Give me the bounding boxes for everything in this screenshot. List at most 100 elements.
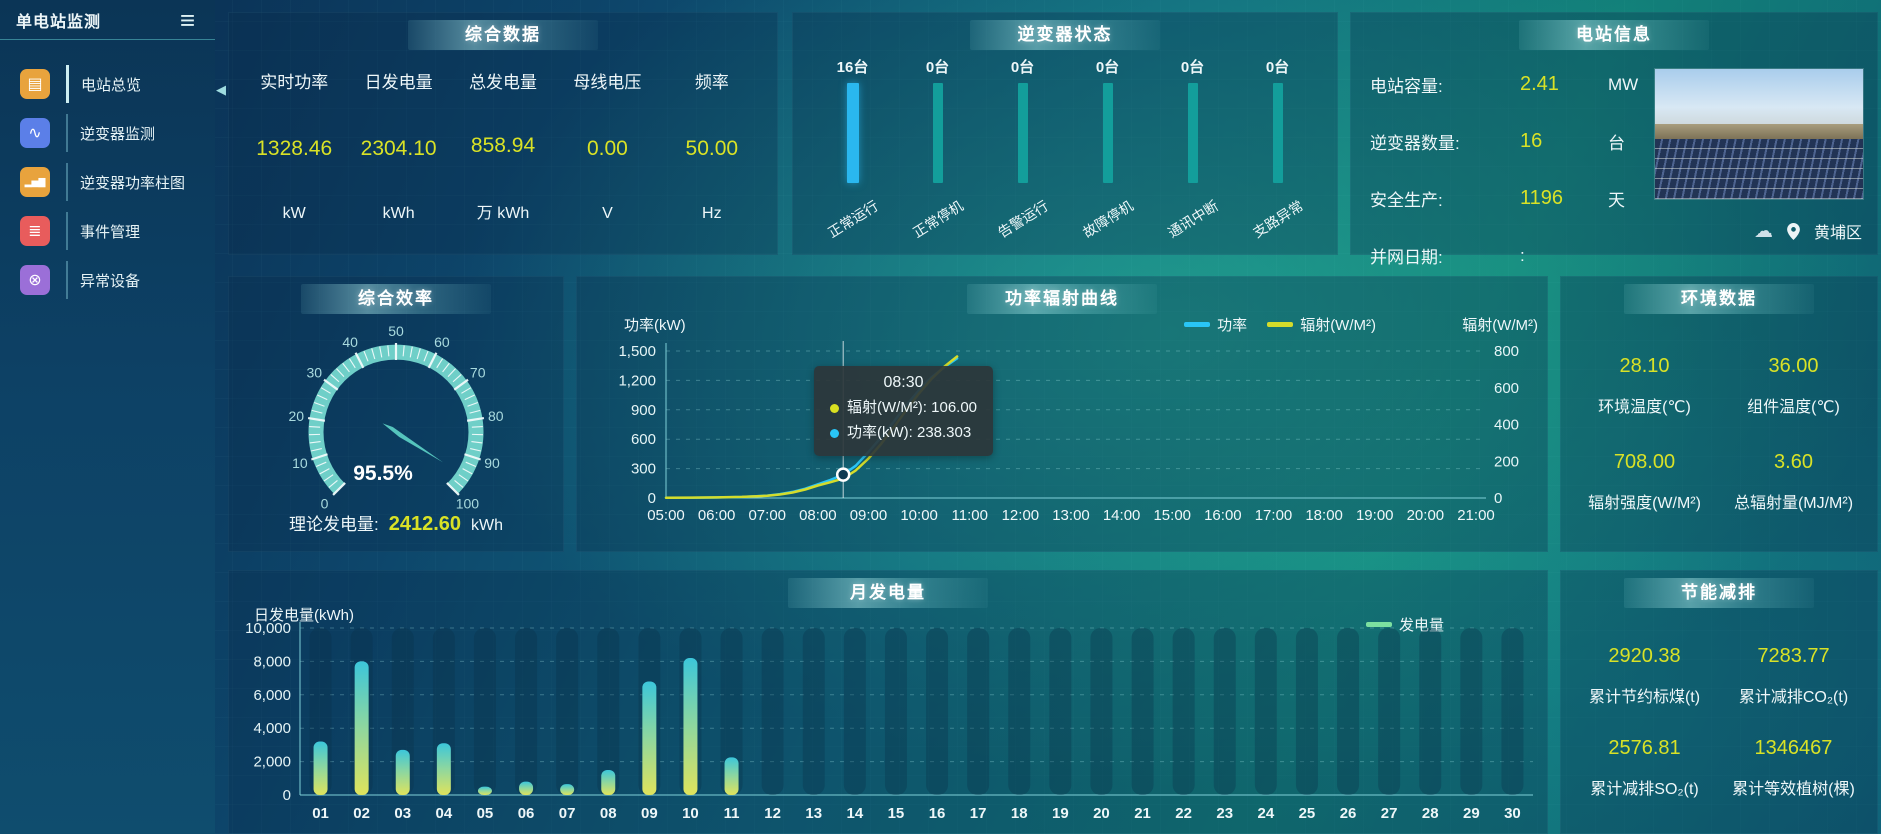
svg-text:11:00: 11:00 [952,507,988,524]
metric-value: 0.00 [586,137,628,160]
weather-icon[interactable]: ☁ [1753,220,1773,242]
bar-label: 支路异常 [1249,197,1306,241]
photo-mountains [1655,123,1863,140]
svg-text:800: 800 [1494,343,1519,360]
svg-text:0: 0 [1494,490,1502,507]
theoretical-generation: 理论发电量: 2412.60 kWh [228,510,564,536]
svg-text:06:00: 06:00 [698,507,736,524]
stat-so2-reduced: 2576.81 累计减排SO₂(t) [1590,737,1698,799]
stat-label: 累计节约标煤(t) [1588,689,1701,707]
panel-title: 月发电量 [788,578,988,608]
panel-energy-saving: 节能减排 2920.38 累计节约标煤(t) 7283.77 累计减排CO₂(t… [1560,570,1878,834]
row-label: 电站容量: [1370,77,1443,96]
svg-text:18: 18 [1011,805,1028,822]
metric-value: 858.94 [470,134,536,157]
stat-ambient-temperature: 28.10 环境温度(℃) [1598,355,1691,417]
row-label: 并网日期: [1370,248,1443,267]
svg-text:16: 16 [929,805,946,822]
row-value: : [1520,245,1525,265]
radiation-dot-icon [830,403,839,413]
metric-total-generation: 总发电量 858.94 万 kWh [451,60,555,237]
row-value: 2.41 [1520,73,1559,95]
svg-text:07:00: 07:00 [748,507,786,524]
district-label: 黄埔区 [1813,225,1862,242]
tooltip-power-row: 功率(kW): 238.303 [830,421,977,446]
sidebar-item-inverter-power-bars[interactable]: ▂▅▇ 逆变器功率柱图 [20,162,215,202]
metric-unit: 万 kWh [476,205,530,222]
row-value: 16 [1520,130,1543,152]
sidebar-item-event-management[interactable]: ≣ 事件管理 [20,211,215,251]
row-label: 理论发电量: [288,515,379,534]
stat-label: 组件温度(℃) [1747,399,1840,417]
svg-text:15: 15 [888,805,905,822]
row-label: 逆变器数量: [1370,134,1460,153]
energy-saving-stats: 2920.38 累计节约标煤(t) 7283.77 累计减排CO₂(t) 257… [1570,622,1868,822]
environment-stats: 28.10 环境温度(℃) 36.00 组件温度(℃) 708.00 辐射强度(… [1570,328,1868,540]
svg-text:07: 07 [559,805,576,822]
event-management-icon: ≣ [20,216,50,246]
svg-text:25: 25 [1299,805,1316,822]
item-divider [66,114,68,152]
stat-module-temperature: 36.00 组件温度(℃) [1747,355,1840,417]
row-unit: MW [1608,74,1639,94]
row-value: 2412.60 [388,513,462,535]
svg-text:30: 30 [1504,805,1521,822]
svg-text:600: 600 [1494,380,1519,397]
svg-text:02: 02 [353,805,370,822]
legend-item-generation[interactable]: 发电量 [1365,614,1444,635]
app-title: 单电站监测 [16,13,102,31]
metric-label: 实时功率 [260,73,329,92]
legend-item-power[interactable]: 功率 [1184,314,1247,335]
monthly-generation-bar-chart: 0 2,000 4,000 6,000 8,000 10,000 01 02 03 04 05 06 0… [245,620,1533,822]
sidebar-item-label: 异常设备 [80,272,141,290]
svg-text:29: 29 [1463,805,1480,822]
stat-value: 708.00 [1613,450,1676,473]
svg-text:20: 20 [288,408,304,424]
legend-label: 功率 [1217,317,1248,334]
svg-text:400: 400 [1494,417,1519,434]
inverter-status-chart: 16台 正常运行 0台 正常停机 0台 告警运行 0台 故障停机 0台 [810,56,1320,241]
sidebar-item-inverter-monitor[interactable]: ∿ 逆变器监测 [20,113,215,153]
svg-text:900: 900 [631,402,656,419]
svg-text:8,000: 8,000 [253,653,291,670]
safe-production-row: 安全生产: 1196 天 [1370,170,1676,227]
stat-value: 3.60 [1774,450,1813,473]
svg-text:27: 27 [1381,805,1398,822]
metric-value: 2304.10 [360,137,437,160]
stat-value: 2920.38 [1608,645,1681,668]
svg-text:14: 14 [847,805,864,822]
sidebar-item-station-overview[interactable]: ▤ 电站总览 [20,64,215,104]
sidebar-item-abnormal-devices[interactable]: ⊗ 异常设备 [20,260,215,300]
inverter-status-normal-running: 16台 正常运行 [810,56,895,241]
photo-sky [1655,69,1863,124]
bar-count: 0台 [1010,59,1035,76]
inverter-power-bars-icon: ▂▅▇ [20,167,50,197]
power-radiation-line-chart: 0 300 600 900 1,200 1,500 0 200 400 600 800 05:00 06… [618,341,1519,524]
panel-title: 功率辐射曲线 [967,284,1157,314]
svg-text:1,500: 1,500 [618,343,656,360]
svg-text:16:00: 16:00 [1204,507,1242,524]
svg-text:18:00: 18:00 [1305,507,1343,524]
stat-co2-reduced: 7283.77 累计减排CO₂(t) [1739,645,1848,707]
stat-trees-equivalent: 1346467 累计等效植树(棵) [1732,737,1855,799]
collapse-panel-arrow-icon[interactable]: ◀ [216,82,226,97]
status-bar [932,83,943,183]
panel-monthly-generation: 月发电量 日发电量(kWh) 发电量 0 2,000 4,000 6,000 8,000… [228,570,1548,834]
legend-item-radiation[interactable]: 辐射(W/M²) [1267,314,1376,335]
row-unit: 台 [1608,134,1625,153]
metric-bus-voltage: 母线电压 0.00 V [555,60,659,237]
svg-text:15:00: 15:00 [1153,507,1191,524]
chart-tooltip: 08:30 辐射(W/M²): 106.00 功率(kW): 238.303 [814,366,994,456]
stat-label: 辐射强度(W/M²) [1588,494,1701,512]
stat-label: 环境温度(℃) [1598,399,1691,417]
row-value: 1196 [1520,187,1564,209]
svg-text:05:00: 05:00 [647,507,685,524]
metric-unit: kW [282,205,306,222]
hamburger-menu-icon[interactable]: ≡ [179,4,195,35]
location-pin-icon [1787,222,1800,240]
svg-text:70: 70 [470,365,486,381]
bar-label: 正常停机 [909,197,966,241]
stat-radiation-intensity: 708.00 辐射强度(W/M²) [1588,451,1701,513]
left-axis-name: 功率(kW) [624,317,686,334]
